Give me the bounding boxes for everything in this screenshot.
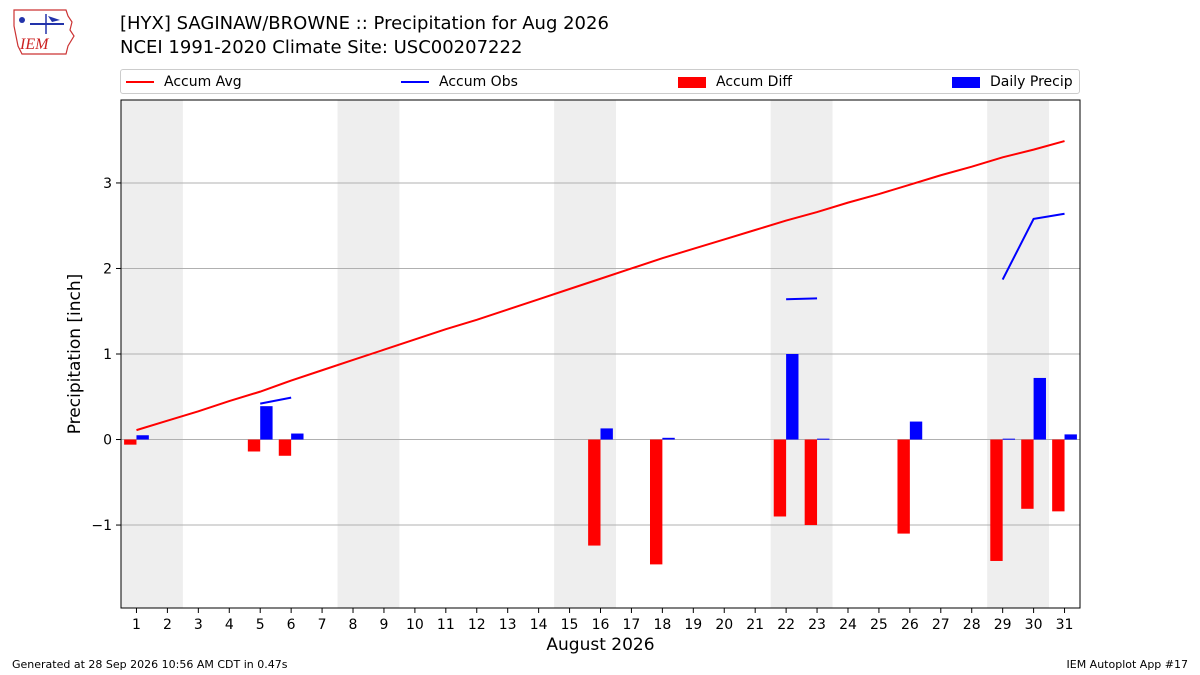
- legend: Accum Avg Accum Obs Accum Diff Daily Pre…: [120, 69, 1080, 94]
- iem-logo: IEM: [13, 9, 75, 55]
- chart-title: [HYX] SAGINAW/BROWNE :: Precipitation fo…: [120, 13, 609, 34]
- accum-avg-line: [136, 140, 1065, 432]
- x-tick-label: 14: [530, 617, 548, 633]
- x-tick-label: 8: [349, 617, 358, 633]
- x-tick-label: 23: [808, 617, 826, 633]
- accum-diff-bar: [1021, 439, 1034, 509]
- logo-text: IEM: [19, 36, 50, 53]
- x-tick-label: 25: [870, 617, 888, 633]
- x-tick-label: 1: [132, 617, 141, 633]
- x-tick-label: 13: [499, 617, 517, 633]
- daily-precip-bar: [817, 438, 830, 440]
- x-tick-label: 5: [256, 617, 265, 633]
- accum-diff-bar: [247, 439, 261, 452]
- daily-precip-bar: [1033, 377, 1046, 440]
- legend-swatch-accum-avg: [126, 81, 154, 83]
- accum-obs-line: [260, 396, 292, 405]
- y-tick-label: −1: [91, 518, 112, 534]
- legend-item-daily-precip: Daily Precip: [952, 73, 1073, 91]
- accum-diff-bar: [773, 439, 787, 517]
- x-tick-label: 21: [746, 617, 764, 633]
- x-tick-label: 31: [1056, 617, 1074, 633]
- x-axis-label: August 2026: [546, 635, 654, 655]
- daily-precip-bar: [909, 421, 923, 440]
- y-tick-label: 3: [103, 176, 112, 192]
- y-tick-label: 2: [103, 261, 112, 277]
- x-tick-label: 29: [994, 617, 1012, 633]
- daily-precip-bar: [786, 354, 799, 440]
- x-tick-label: 7: [318, 617, 327, 633]
- x-tick-label: 11: [437, 617, 455, 633]
- daily-precip-bar: [260, 406, 273, 440]
- x-tick-label: 20: [715, 617, 733, 633]
- daily-precip-bar: [662, 437, 675, 440]
- x-tick-label: 24: [839, 617, 857, 633]
- accum-diff-bar: [588, 439, 601, 546]
- y-tick-label: 0: [103, 433, 112, 449]
- legend-swatch-accum-diff: [678, 76, 706, 88]
- footer-app: IEM Autoplot App #17: [1066, 658, 1189, 671]
- legend-label-daily-precip: Daily Precip: [990, 74, 1073, 90]
- x-tick-label: 22: [777, 617, 795, 633]
- legend-item-accum-diff: Accum Diff: [678, 73, 792, 91]
- legend-label-accum-diff: Accum Diff: [716, 74, 793, 90]
- x-tick-label: 2: [163, 617, 172, 633]
- x-tick-label: 30: [1025, 617, 1043, 633]
- x-tick-label: 26: [901, 617, 919, 633]
- legend-swatch-daily-precip: [952, 76, 980, 88]
- accum-diff-bar: [1052, 439, 1065, 512]
- daily-precip-bar: [1064, 434, 1077, 440]
- accum-obs-line: [786, 297, 818, 301]
- accum-diff-bar: [990, 439, 1003, 561]
- y-axis-label: Precipitation [inch]: [65, 274, 85, 435]
- daily-precip-bar: [136, 435, 149, 440]
- x-tick-label: 10: [406, 617, 424, 633]
- footer-generated: Generated at 28 Sep 2026 10:56 AM CDT in…: [12, 658, 288, 671]
- accum-diff-bar: [649, 439, 663, 565]
- x-tick-label: 27: [932, 617, 950, 633]
- accum-diff-bar: [278, 439, 292, 456]
- legend-swatch-accum-obs: [401, 81, 429, 83]
- x-tick-label: 6: [287, 617, 296, 633]
- x-tick-label: 12: [468, 617, 486, 633]
- daily-precip-bar: [291, 433, 304, 440]
- chart-subtitle: NCEI 1991-2020 Climate Site: USC00207222: [120, 37, 523, 58]
- x-tick-label: 3: [194, 617, 203, 633]
- x-tick-label: 18: [653, 617, 671, 633]
- x-tick-label: 17: [623, 617, 641, 633]
- legend-item-accum-obs: Accum Obs: [401, 73, 518, 91]
- daily-precip-bar: [1002, 438, 1016, 440]
- accum-obs-line: [1001, 212, 1065, 281]
- accum-diff-bar: [804, 439, 818, 526]
- accum-diff-bar: [897, 439, 910, 534]
- x-tick-label: 9: [379, 617, 388, 633]
- accum-diff-bar: [124, 439, 137, 445]
- y-tick-label: 1: [103, 347, 112, 363]
- x-tick-label: 15: [561, 617, 579, 633]
- legend-label-accum-obs: Accum Obs: [439, 74, 518, 90]
- x-tick-label: 28: [963, 617, 981, 633]
- legend-item-accum-avg: Accum Avg: [126, 73, 242, 91]
- x-tick-label: 19: [684, 617, 702, 633]
- x-tick-label: 4: [225, 617, 234, 633]
- legend-label-accum-avg: Accum Avg: [164, 74, 242, 90]
- x-tick-label: 16: [592, 617, 610, 633]
- daily-precip-bar: [600, 428, 613, 440]
